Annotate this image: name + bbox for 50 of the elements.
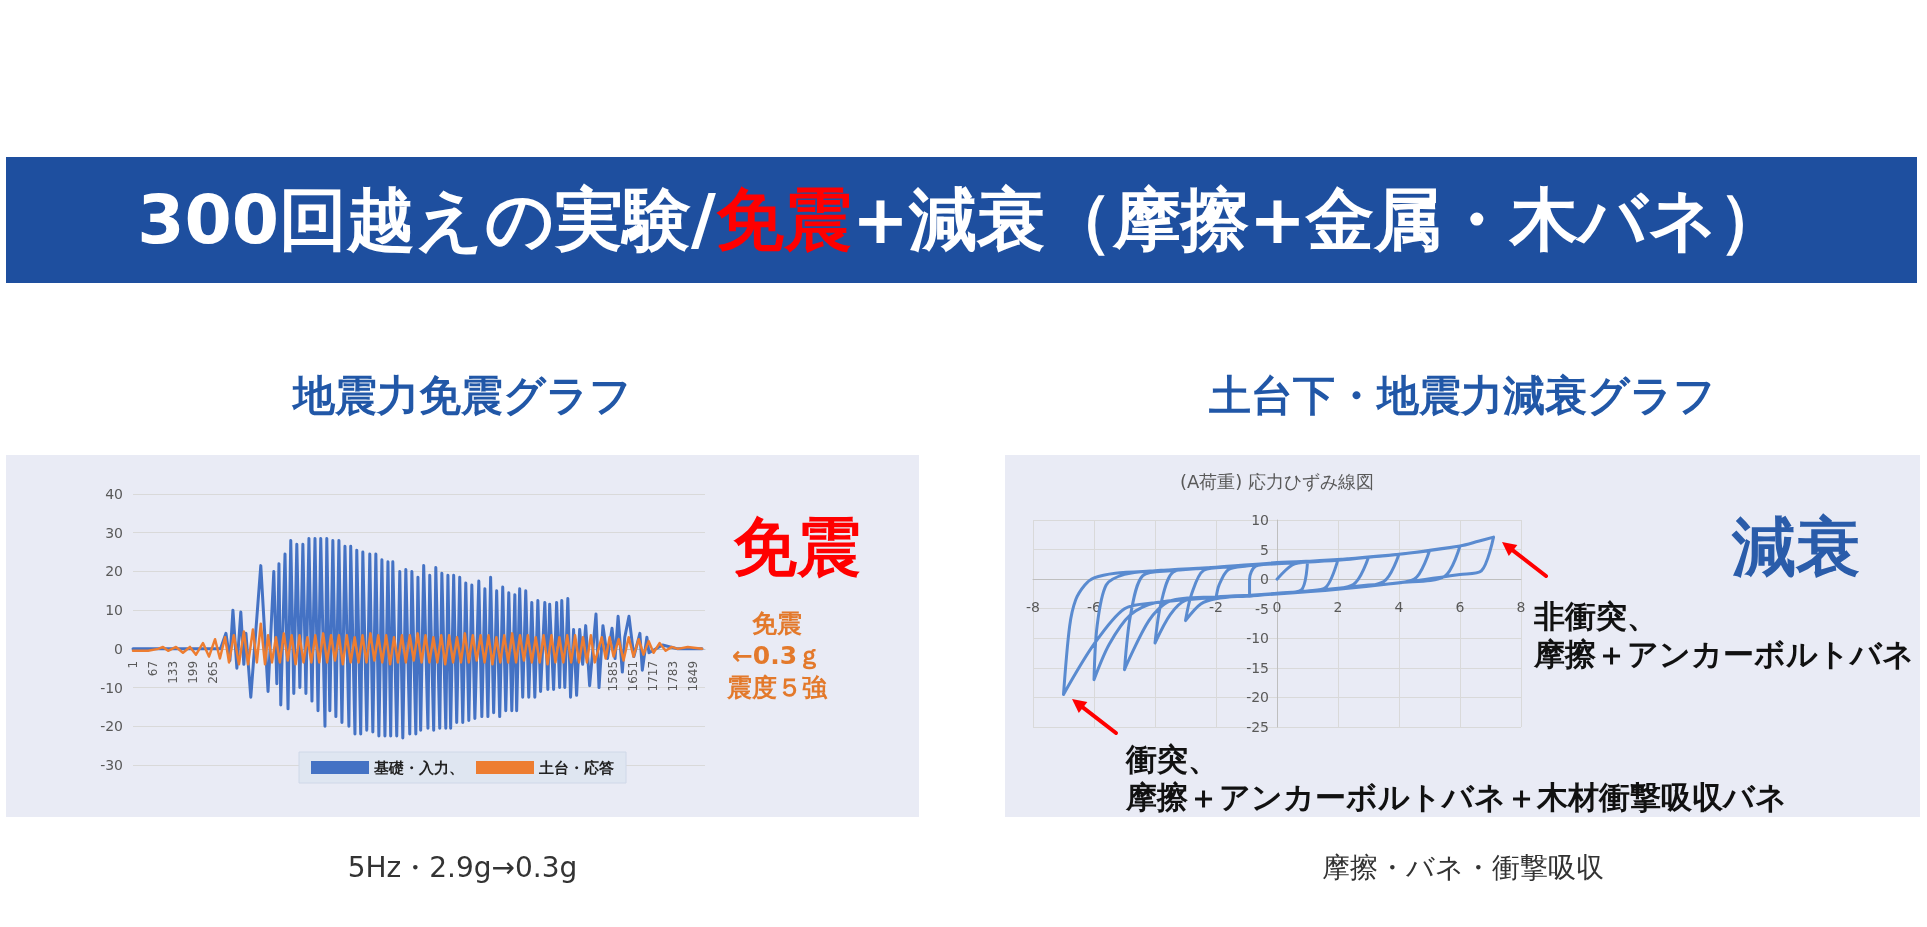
y-tick-label: -30 <box>100 757 123 773</box>
y-tick-label: 20 <box>105 563 123 580</box>
y-tick-label: -5 <box>1255 600 1269 617</box>
annotation: 非衝突、摩擦＋アンカーボルトバネ <box>1533 597 1914 674</box>
y-tick-label: 0 <box>114 640 123 657</box>
y-tick-label: -20 <box>100 718 123 735</box>
text: 300回越えの実験/ <box>137 179 716 259</box>
y-tick-label: 5 <box>1260 541 1269 558</box>
x-tick-label: 265 <box>205 660 220 684</box>
x-tick-label: 1717 <box>645 660 660 692</box>
legend-label: 土台・応答 <box>538 758 614 777</box>
x-tick-label: 1783 <box>665 660 680 692</box>
y-tick-label: -20 <box>1246 689 1269 706</box>
annotation: 衝突、摩擦＋アンカーボルトバネ＋木材衝撃吸収バネ <box>1125 740 1787 817</box>
x-tick-label: 1 <box>126 660 140 669</box>
y-tick-label: 10 <box>105 602 123 619</box>
chart-title: 土台下・地震力減衰グラフ <box>1209 370 1716 421</box>
x-tick-label: -2 <box>1209 599 1223 616</box>
text: 震度５強 <box>727 672 827 704</box>
x-tick-label: 4 <box>1394 599 1404 616</box>
x-tick-label: 0 <box>1272 599 1282 616</box>
chart-title: 地震力免震グラフ <box>293 370 632 421</box>
text: 免震 <box>715 179 852 259</box>
x-tick-label: 1849 <box>685 660 700 692</box>
x-tick-label: 1585 <box>605 660 620 692</box>
x-tick-label: 2 <box>1333 599 1343 616</box>
x-tick-label: 6 <box>1455 599 1465 616</box>
y-tick-label: 10 <box>1251 512 1269 528</box>
y-tick-label: 0 <box>1260 571 1269 588</box>
x-tick-label: -8 <box>1026 599 1040 616</box>
x-tick-label: 67 <box>145 660 160 677</box>
text: 摩擦・バネ・衝撃吸収 <box>1321 851 1604 885</box>
text: 減衰 <box>1732 509 1860 584</box>
y-tick-label: -25 <box>1246 719 1269 735</box>
y-tick-label: 40 <box>105 486 123 502</box>
text: +減衰（摩擦+金属・木バネ） <box>851 179 1786 259</box>
text: 免震 <box>733 509 861 584</box>
text: 免震 <box>751 608 803 640</box>
x-tick-label: 133 <box>165 660 180 684</box>
y-tick-label: -10 <box>1246 630 1269 647</box>
x-tick-label: 8 <box>1516 599 1526 616</box>
x-tick-label: 1651 <box>625 660 640 692</box>
y-tick-label: -10 <box>100 679 123 696</box>
text: ←0.3ｇ <box>730 640 824 672</box>
x-tick-label: 199 <box>185 660 200 684</box>
legend-label: 基礎・入力、 <box>373 758 464 777</box>
y-tick-label: 30 <box>105 524 123 541</box>
chart-subtitle: (A荷重) 応力ひずみ線図 <box>1179 471 1375 493</box>
y-tick-label: -15 <box>1246 659 1269 676</box>
text: 5Hz・2.9g→0.3g <box>347 851 578 885</box>
